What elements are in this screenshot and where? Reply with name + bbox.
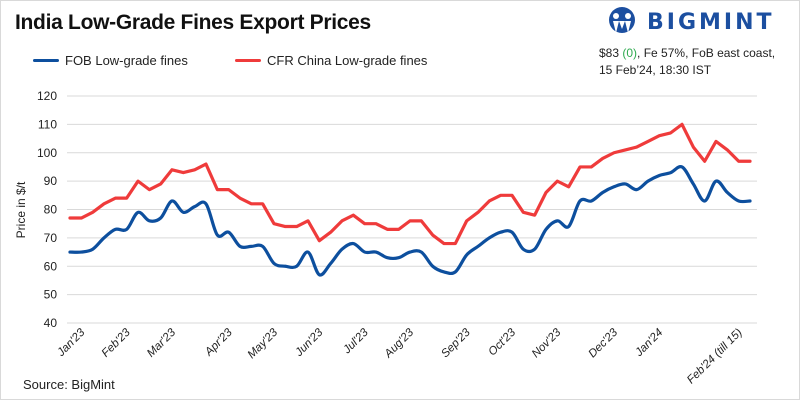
y-tick-label: 90: [44, 174, 58, 188]
y-tick-label: 40: [44, 316, 58, 330]
bigmint-logo: BIGMINT: [605, 7, 775, 37]
x-tick-label: Jun'23: [293, 326, 326, 359]
x-tick-label: Jul'23: [341, 326, 372, 357]
y-tick-label: 70: [44, 231, 58, 245]
fob-series-line: [68, 165, 752, 277]
info-timestamp: 15 Feb’24, 18:30 IST: [599, 63, 712, 77]
y-tick-label: 100: [37, 146, 57, 160]
x-tick-label: Mar'23: [145, 326, 179, 360]
info-change: (0): [622, 46, 638, 60]
x-tick-label: Jan'23: [55, 326, 88, 359]
x-tick-label: Feb'23: [100, 326, 134, 360]
y-tick-label: 120: [37, 89, 57, 103]
x-tick-label: Oct'23: [486, 326, 518, 358]
info-details: , Fe 57%, FoB east coast,: [637, 46, 776, 60]
y-tick-label: 60: [44, 259, 58, 273]
x-tick-label: Feb'24 (till 15): [685, 327, 745, 387]
x-tick-label: Dec'23: [587, 326, 621, 360]
cfr-series-line: [68, 122, 752, 246]
x-tick-label: May'23: [246, 326, 281, 361]
legend-item-fob: FOB Low-grade fines: [33, 53, 188, 68]
legend-swatch-cfr: [235, 59, 261, 62]
y-tick-label: 80: [44, 203, 58, 217]
legend-label-fob: FOB Low-grade fines: [65, 53, 188, 68]
x-tick-label: Sep'23: [439, 326, 473, 360]
x-tick-label: Apr'23: [202, 326, 235, 359]
chart-title: India Low-Grade Fines Export Prices: [15, 11, 371, 34]
x-tick-label: Jan'24: [633, 327, 666, 360]
bigmint-logo-icon: [609, 7, 635, 33]
x-tick-label: Aug'23: [382, 326, 417, 361]
legend-item-cfr: CFR China Low-grade fines: [235, 53, 427, 68]
source-note: Source: BigMint: [23, 377, 115, 392]
logo-text: BIGMINT: [647, 9, 775, 35]
price-info: $83 (0), Fe 57%, FoB east coast, 15 Feb’…: [599, 45, 775, 79]
y-axis-label: Price in $/t: [14, 181, 28, 238]
legend-swatch-fob: [33, 59, 59, 62]
y-tick-label: 50: [44, 288, 58, 302]
legend-label-cfr: CFR China Low-grade fines: [267, 53, 428, 68]
y-tick-label: 110: [38, 117, 57, 131]
x-tick-label: Nov'23: [530, 326, 564, 360]
info-price: $83: [599, 46, 620, 60]
